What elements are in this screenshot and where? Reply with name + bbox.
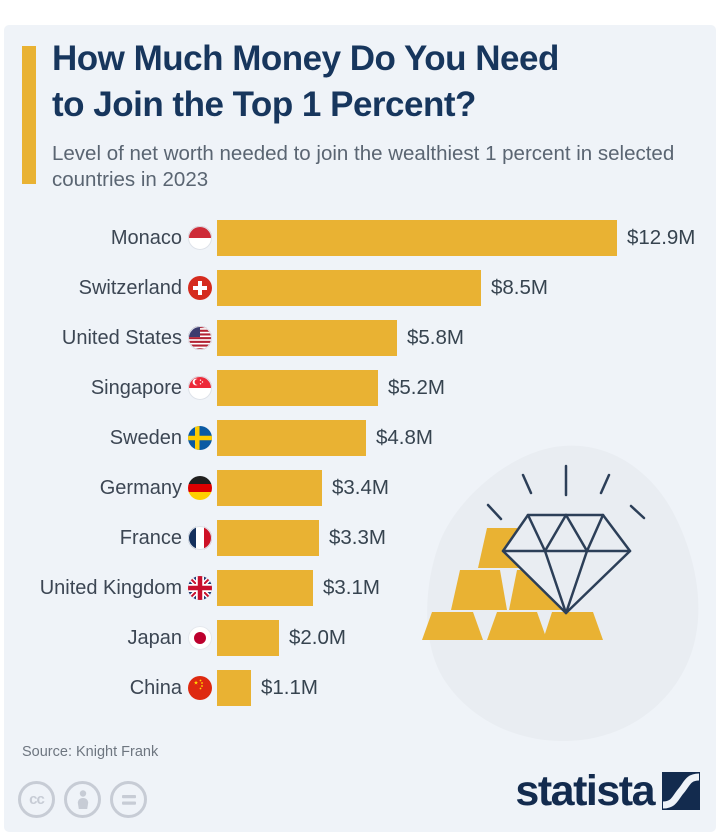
- value-label: $1.1M: [261, 676, 318, 699]
- value-label: $2.0M: [289, 626, 346, 649]
- value-label: $3.4M: [332, 476, 389, 499]
- japan-flag-icon: [188, 626, 212, 650]
- chart-row: Singapore $5.2M: [22, 363, 712, 413]
- gold-ingot: [543, 612, 603, 640]
- diamond-and-gold-bars-illustration: [415, 438, 715, 743]
- chart-row: China $1.1M: [22, 663, 712, 713]
- page-title: How Much Money Do You Need to Join the T…: [52, 36, 712, 128]
- bar: [217, 570, 313, 606]
- source-note: Source: Knight Frank: [22, 744, 159, 760]
- country-label: United Kingdom: [39, 576, 182, 599]
- bar: [217, 520, 319, 556]
- bar: [217, 670, 251, 706]
- country-label: Switzerland: [78, 276, 182, 299]
- cc-icon[interactable]: cc: [18, 781, 55, 818]
- germany-flag-icon: [188, 476, 212, 500]
- chart-row: Monaco $12.9M: [22, 213, 712, 263]
- sparkle-rays: [486, 464, 646, 521]
- attribution-person-icon[interactable]: [64, 781, 101, 818]
- gold-ingot: [487, 612, 547, 640]
- bar: [217, 220, 617, 256]
- bar: [217, 370, 378, 406]
- gold-ingot: [422, 612, 483, 640]
- united-states-flag-icon: [188, 326, 212, 350]
- chart-row: United Kingdom $3.1M: [22, 563, 712, 613]
- value-label: $8.5M: [491, 276, 548, 299]
- sweden-flag-icon: [188, 426, 212, 450]
- page-subtitle: Level of net worth needed to join the we…: [52, 142, 675, 191]
- country-label: Monaco: [110, 226, 182, 249]
- bar: [217, 320, 397, 356]
- value-label: $12.9M: [627, 226, 696, 249]
- united-kingdom-flag-icon: [188, 576, 212, 600]
- license-badges: cc: [18, 781, 147, 818]
- china-flag-icon: [188, 676, 212, 700]
- country-label: France: [119, 526, 182, 549]
- france-flag-icon: [188, 526, 212, 550]
- country-label: Japan: [127, 626, 183, 649]
- page-title-line1: How Much Money Do You Need: [52, 39, 559, 78]
- chart-row: Switzerland $8.5M: [22, 263, 712, 313]
- value-label: $3.3M: [329, 526, 386, 549]
- bar: [217, 270, 481, 306]
- switzerland-flag-icon: [188, 276, 212, 300]
- chart-row: Germany $3.4M: [22, 463, 712, 513]
- bar: [217, 420, 366, 456]
- chart-row: Sweden $4.8M: [22, 413, 712, 463]
- chart-row: France $3.3M: [22, 513, 712, 563]
- bar: [217, 620, 279, 656]
- monaco-flag-icon: [188, 226, 212, 250]
- country-label: China: [129, 676, 182, 699]
- statista-logo[interactable]: statista: [515, 767, 700, 815]
- diamond-icon: [501, 513, 632, 615]
- country-label: Singapore: [90, 376, 182, 399]
- value-label: $3.1M: [323, 576, 380, 599]
- page-title-line2: to Join the Top 1 Percent?: [52, 85, 476, 124]
- chart-row: United States $5.8M: [22, 313, 712, 363]
- equals-icon[interactable]: [110, 781, 147, 818]
- value-label: $5.8M: [407, 326, 464, 349]
- bar-chart: Monaco $12.9M Switzerland $8.5M United S…: [22, 213, 712, 713]
- country-label: Sweden: [109, 426, 182, 449]
- bar: [217, 470, 322, 506]
- value-label: $4.8M: [376, 426, 433, 449]
- diamond-illustration-svg: [422, 445, 699, 742]
- statista-wordmark: statista: [515, 767, 655, 815]
- gold-ingot: [451, 570, 507, 610]
- title-accent-bar: [22, 46, 36, 184]
- country-label: United States: [61, 326, 182, 349]
- country-label: Germany: [99, 476, 182, 499]
- value-label: $5.2M: [388, 376, 445, 399]
- statista-logo-mark: [662, 772, 700, 810]
- singapore-flag-icon: [188, 376, 212, 400]
- chart-row: Japan $2.0M: [22, 613, 712, 663]
